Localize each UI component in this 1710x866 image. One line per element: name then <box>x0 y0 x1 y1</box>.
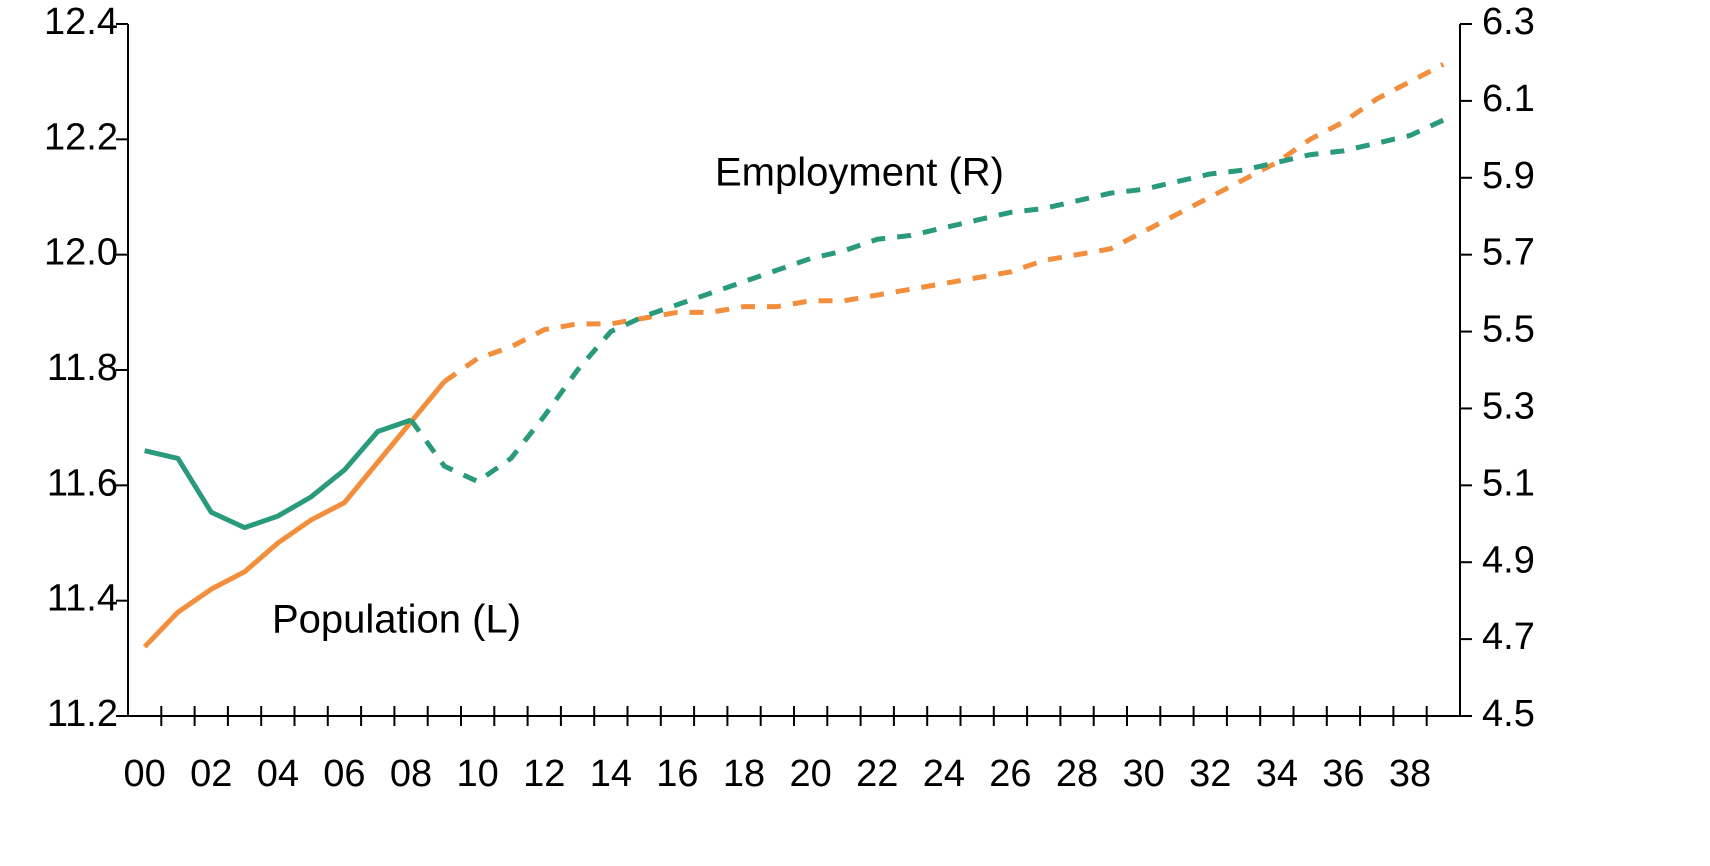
x-tick-label: 08 <box>390 753 432 795</box>
y2-tick-label: 6.1 <box>1482 78 1535 120</box>
y-tick-label: 12.0 <box>44 232 118 274</box>
y2-tick-label: 4.5 <box>1482 693 1535 735</box>
x-tick-label: 20 <box>790 753 832 795</box>
x-tick-label: 18 <box>723 753 765 795</box>
y-tick-label: 12.2 <box>44 116 118 158</box>
x-tick-label: 12 <box>523 753 565 795</box>
x-tick-label: 04 <box>257 753 299 795</box>
line-forecast <box>409 117 1445 484</box>
y-tick-label: 11.8 <box>47 347 118 389</box>
x-tick-label: 36 <box>1322 753 1364 795</box>
line-actual <box>142 379 447 649</box>
series-label: Population (L) <box>272 598 521 642</box>
x-tick-label: 26 <box>989 753 1031 795</box>
y-tick-label: 12.4 <box>44 1 118 43</box>
x-tick-label: 16 <box>656 753 698 795</box>
y-tick-label: 11.4 <box>47 578 118 620</box>
line-forecast <box>442 62 1445 384</box>
y2-tick-label: 5.9 <box>1482 155 1535 197</box>
x-tick-label: 02 <box>190 753 232 795</box>
x-tick-label: 10 <box>457 753 499 795</box>
x-tick-label: 24 <box>923 753 965 795</box>
x-tick-label: 28 <box>1056 753 1098 795</box>
x-tick-label: 00 <box>124 753 166 795</box>
x-tick-label: 34 <box>1256 753 1298 795</box>
x-tick-label: 38 <box>1389 753 1431 795</box>
x-tick-label: 30 <box>1123 753 1165 795</box>
series-label: Employment (R) <box>715 151 1004 195</box>
x-tick-label: 22 <box>856 753 898 795</box>
x-tick-label: 14 <box>590 753 632 795</box>
y2-tick-label: 5.3 <box>1482 385 1535 427</box>
y2-tick-label: 4.7 <box>1482 616 1535 658</box>
y2-tick-label: 6.3 <box>1482 1 1535 43</box>
y2-tick-label: 5.7 <box>1482 232 1535 274</box>
line-actual <box>144 417 412 531</box>
y2-tick-label: 5.5 <box>1482 309 1535 351</box>
x-tick-label: 32 <box>1189 753 1231 795</box>
y2-tick-label: 5.1 <box>1482 462 1535 504</box>
x-tick-label: 06 <box>323 753 365 795</box>
y-tick-label: 11.6 <box>47 462 118 504</box>
y2-tick-label: 4.9 <box>1482 539 1535 581</box>
y-tick-label: 11.2 <box>47 693 118 735</box>
